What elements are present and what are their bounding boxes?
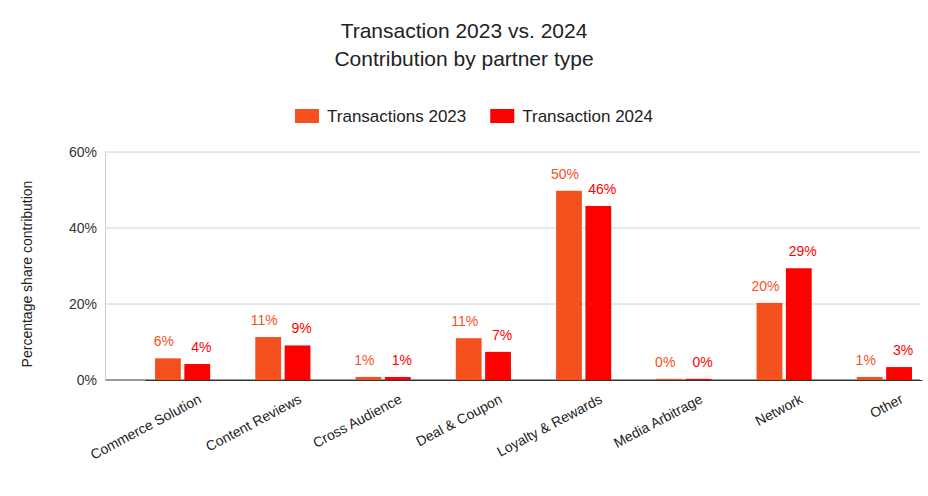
tick: Content Reviews — [203, 380, 304, 455]
tick: Commerce Solution — [88, 380, 204, 463]
bar — [255, 337, 281, 380]
tick: 40% — [69, 220, 105, 236]
data-label: 29% — [789, 243, 817, 259]
tick: Loyalty & Rewards — [494, 380, 605, 460]
bar — [886, 367, 912, 380]
bar — [456, 338, 482, 380]
tick-label: Cross Audience — [310, 391, 404, 451]
bar — [656, 379, 682, 380]
data-label: 11% — [451, 313, 478, 329]
tick: Network — [752, 380, 806, 429]
bar — [485, 352, 511, 380]
tick: 60% — [69, 144, 105, 160]
tick-label: Content Reviews — [203, 391, 304, 455]
data-label: 1% — [354, 352, 374, 368]
data-label: 1% — [392, 352, 412, 368]
chart: Transaction 2023 vs. 2024 Contribution by… — [0, 0, 928, 496]
bar — [556, 191, 582, 380]
data-label: 46% — [588, 181, 616, 197]
data-label: 4% — [191, 339, 211, 355]
tick-label: Deal & Coupon — [413, 391, 504, 450]
legend-swatch — [295, 109, 319, 123]
tick-label: Other — [867, 391, 906, 422]
tick: 20% — [69, 296, 105, 312]
tick-label: 60% — [69, 144, 97, 160]
axis-line — [105, 153, 106, 381]
tick-label: Network — [752, 390, 806, 429]
legend-label: Transactions 2023 — [327, 107, 466, 126]
grid-line — [105, 228, 920, 229]
y-axis-title: Percentage share contribution — [19, 181, 35, 368]
tick-label: Loyalty & Rewards — [494, 391, 605, 460]
bar — [857, 377, 883, 380]
tick: Other — [867, 380, 906, 421]
data-label: 0% — [692, 354, 712, 370]
legend-swatch — [490, 109, 514, 123]
grid — [105, 152, 920, 380]
tick: 0% — [77, 372, 105, 388]
tick: Media Arbitrage — [611, 380, 705, 451]
subtitle: Contribution by partner type — [334, 47, 593, 70]
x-axis: Commerce SolutionContent ReviewsCross Au… — [88, 380, 923, 463]
tick: Deal & Coupon — [413, 380, 504, 449]
title: Transaction 2023 vs. 2024 — [341, 19, 588, 42]
tick-label: Commerce Solution — [88, 391, 204, 463]
bar — [356, 377, 382, 380]
tick-label: 20% — [69, 296, 97, 312]
bar — [155, 358, 181, 380]
y-axis: 0% 20% 40% 60% — [69, 144, 106, 388]
grid-line — [105, 152, 920, 153]
bar — [585, 206, 611, 380]
tick-label: 0% — [77, 372, 97, 388]
data-label: 11% — [251, 312, 278, 328]
data-label: 1% — [856, 352, 876, 368]
data-label: 3% — [893, 342, 913, 358]
data-label: 7% — [492, 327, 512, 343]
legend-item: Transactions 2023 — [295, 107, 466, 126]
tick-label: 40% — [69, 220, 97, 236]
legend: Transactions 2023 Transaction 2024 — [295, 107, 653, 126]
data-label: 50% — [551, 166, 579, 182]
bars — [155, 191, 912, 380]
legend-label: Transaction 2024 — [522, 107, 653, 126]
data-label: 0% — [655, 354, 675, 370]
tick-label: Media Arbitrage — [611, 391, 705, 451]
bar — [757, 303, 783, 380]
bar — [786, 268, 812, 380]
data-labels: 6% 11% 1% 11% 50% 0% 20% 1% 4% 9% 1% 7% 46% 0% 29% 3% — [154, 166, 913, 370]
tick: Cross Audience — [310, 380, 404, 451]
bar — [686, 379, 712, 380]
data-label: 20% — [751, 278, 779, 294]
bar — [184, 364, 210, 380]
legend-item: Transaction 2024 — [490, 107, 653, 126]
axis-line — [146, 380, 923, 381]
data-label: 9% — [291, 320, 311, 336]
bar — [285, 345, 311, 380]
data-label: 6% — [154, 333, 174, 349]
bar — [385, 377, 411, 380]
